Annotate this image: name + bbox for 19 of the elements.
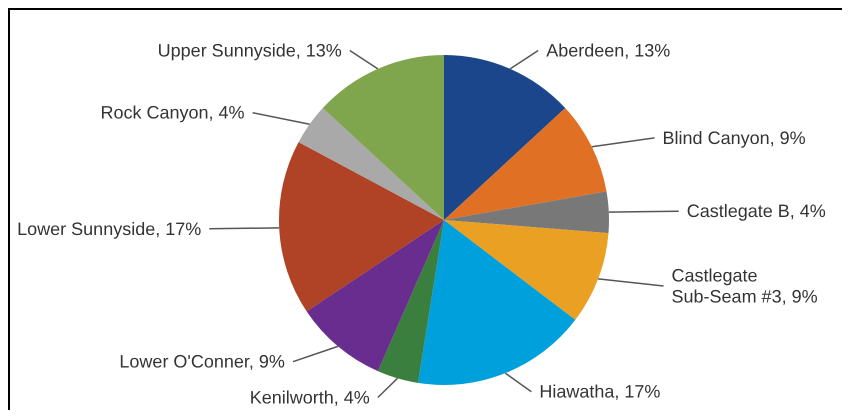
- pie-slice: [418, 220, 576, 385]
- pie-slice: [378, 220, 444, 383]
- slice-label: Lower Sunnyside, 17%: [17, 218, 202, 239]
- pie-slice: [444, 220, 608, 320]
- slice-label: Blind Canyon, 9%: [662, 128, 806, 148]
- slice-label: Upper Sunnyside, 13%: [158, 40, 342, 61]
- pie-slice: [306, 220, 444, 372]
- slice-label: Castlegate Sub-Seam #3, 9%: [672, 266, 818, 307]
- slice-label: Aberdeen, 13%: [546, 40, 670, 61]
- slice-label: Castlegate B, 4%: [686, 201, 826, 222]
- pie-slice: [322, 55, 444, 220]
- slice-label: Kenilworth, 4%: [250, 388, 370, 408]
- slice-label: Hiawatha, 17%: [539, 382, 660, 402]
- slice-label: Lower O'Conner, 9%: [119, 352, 285, 372]
- pie-slice: [444, 191, 609, 234]
- slice-label: Rock Canyon, 4%: [100, 102, 245, 123]
- pie-slice: [279, 142, 444, 312]
- pie-slice: [298, 108, 444, 220]
- pie-slice: [444, 108, 606, 220]
